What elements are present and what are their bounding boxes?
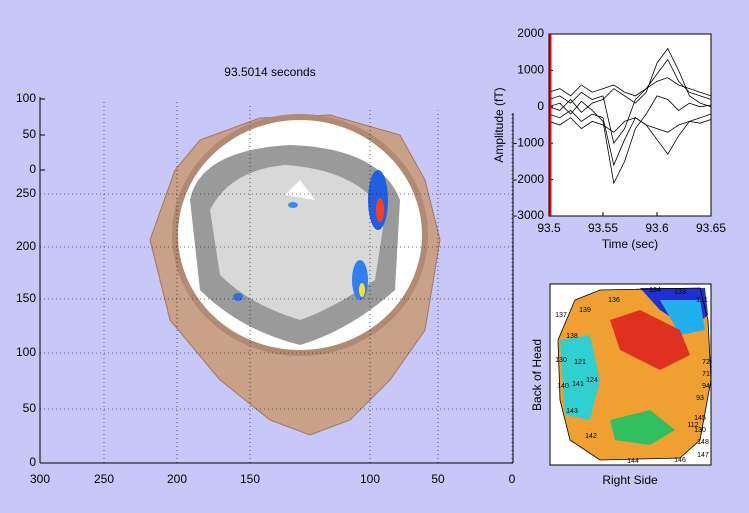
series-line <box>548 95 712 185</box>
y-tick-label: 1000 <box>517 63 544 77</box>
x-tick-label: 0 <box>509 472 516 486</box>
z-tick-label: 100 <box>16 91 36 105</box>
sensor-label: 130 <box>555 357 567 364</box>
sensor-label: 147 <box>697 452 709 459</box>
sensor-label: 94 <box>702 383 710 390</box>
head-render <box>149 114 441 436</box>
y-tick-label: 200 <box>16 239 36 253</box>
sensor-label: 142 <box>585 433 597 440</box>
sensor-label: 71 <box>702 371 710 378</box>
x-tick-label: 300 <box>30 472 50 486</box>
plot-area <box>548 33 712 217</box>
y-tick-label: 50 <box>23 401 37 415</box>
x-tick-label: 200 <box>167 472 187 486</box>
sensor-label: 146 <box>674 457 686 464</box>
x-tick-label: 93.55 <box>588 221 618 235</box>
sensor-label: 137 <box>555 312 567 319</box>
sensor-label: 139 <box>579 307 591 314</box>
topomap-fill <box>557 287 712 461</box>
series-line <box>548 47 712 113</box>
sensor-label: 93 <box>696 395 704 402</box>
z-tick-label: 0 <box>29 162 36 176</box>
x-tick-label: 93.5 <box>537 221 561 235</box>
y-tick-label: -1000 <box>513 135 544 149</box>
x-axis-label: Right Side <box>602 473 658 487</box>
y-tick-label: 0 <box>537 99 544 113</box>
x-tick-label: 93.65 <box>696 221 726 235</box>
x-tick-label: 93.6 <box>645 221 669 235</box>
sensor-label: 133 <box>674 289 686 296</box>
sensor-label: 148 <box>697 439 709 446</box>
y-tick-label: -2000 <box>513 172 544 186</box>
sensor-label: 130 <box>694 427 706 434</box>
y-tick-label: 250 <box>16 186 36 200</box>
z-tick-label: 50 <box>23 127 37 141</box>
sensor-label: 143 <box>566 408 578 415</box>
sensor-label: 121 <box>574 359 586 366</box>
sensor-label: 144 <box>627 458 639 465</box>
sensor-label: 131 <box>696 297 708 304</box>
series-line <box>548 77 712 97</box>
sensor-label: 138 <box>566 333 578 340</box>
y-tick-label: 150 <box>16 291 36 305</box>
y-tick-label: 0 <box>29 455 36 469</box>
x-tick-label: 150 <box>240 472 260 486</box>
y-tick-label: -3000 <box>513 208 544 222</box>
sensor-label: 124 <box>586 377 598 384</box>
y-axis-label: Amplitude (fT) <box>492 87 506 162</box>
sensor-label: 72 <box>702 359 710 366</box>
series-line <box>548 117 712 133</box>
sensor-label: 145 <box>694 415 706 422</box>
x-tick-label: 50 <box>431 472 445 486</box>
sensor-label: 134 <box>649 287 661 294</box>
sensor-label: 140 <box>557 383 569 390</box>
sensor-label: 136 <box>608 297 620 304</box>
sensor-label: 141 <box>572 381 584 388</box>
x-tick-label: 100 <box>360 472 380 486</box>
y-axis-label: Back of Head <box>530 339 544 411</box>
x-axis-label: Time (sec) <box>602 237 658 251</box>
y-tick-label: 100 <box>16 345 36 359</box>
title: 93.5014 seconds <box>224 65 315 79</box>
x-tick-label: 250 <box>94 472 114 486</box>
series-line <box>548 109 712 167</box>
sensor-label: 112 <box>687 422 698 429</box>
y-tick-label: 2000 <box>517 26 544 40</box>
